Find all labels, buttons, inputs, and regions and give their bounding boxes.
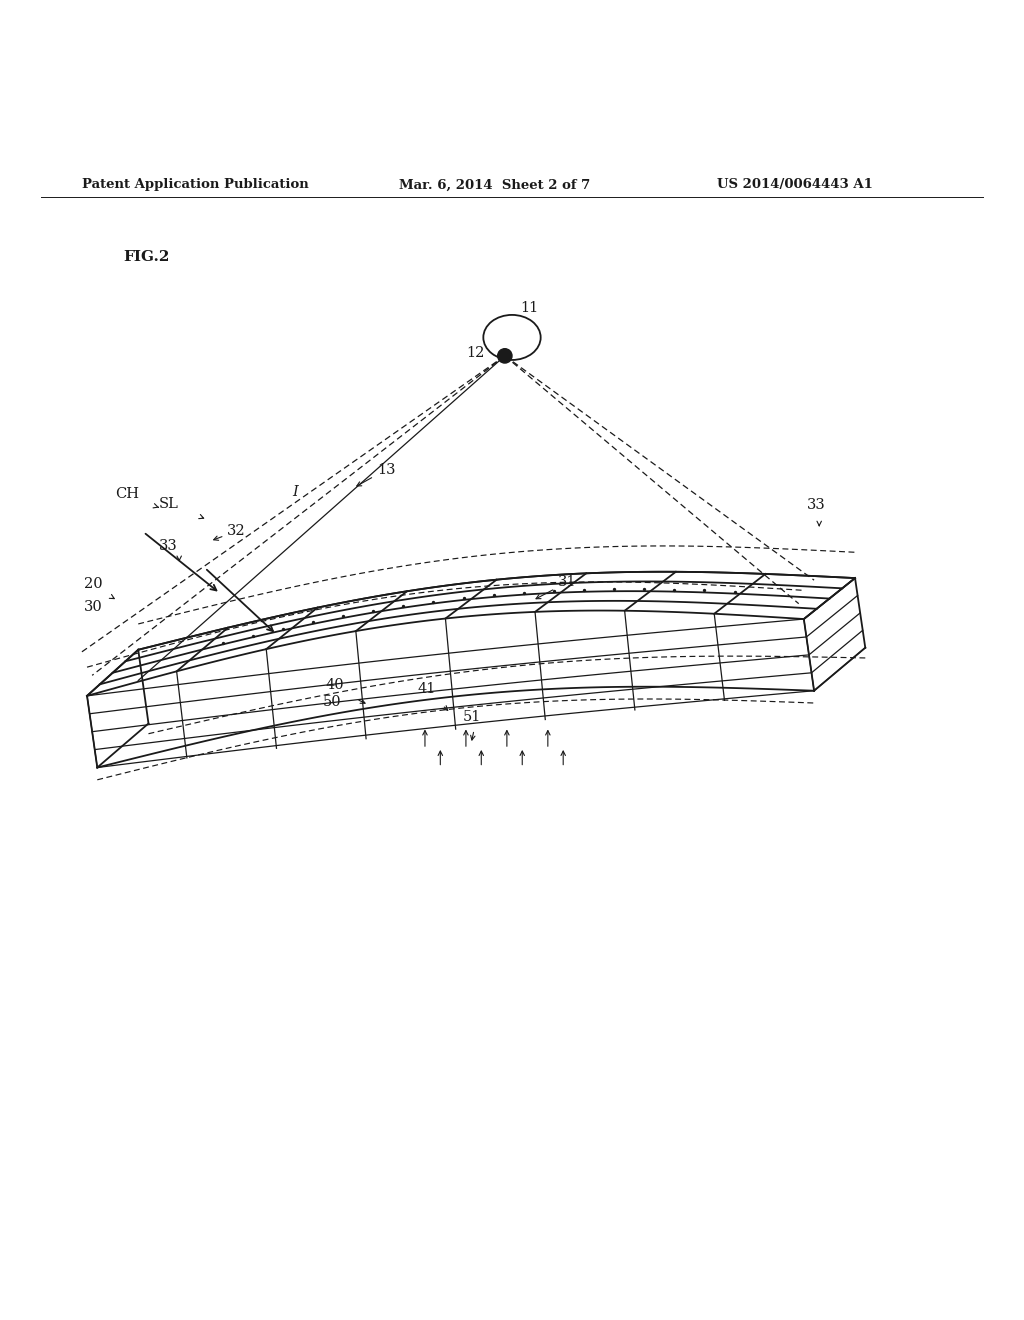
- Text: 30: 30: [84, 599, 102, 614]
- Text: 33: 33: [807, 499, 825, 512]
- Text: 40: 40: [326, 677, 344, 692]
- Text: FIG.2: FIG.2: [123, 249, 169, 264]
- Text: 33: 33: [159, 540, 177, 553]
- Text: SL: SL: [159, 498, 178, 511]
- Text: I: I: [292, 486, 298, 499]
- Text: 13: 13: [356, 462, 395, 486]
- Text: US 2014/0064443 A1: US 2014/0064443 A1: [717, 178, 872, 191]
- Text: 41: 41: [418, 681, 436, 696]
- Text: CH: CH: [115, 487, 138, 502]
- Text: 31: 31: [536, 576, 577, 599]
- Circle shape: [498, 348, 512, 363]
- Text: Patent Application Publication: Patent Application Publication: [82, 178, 308, 191]
- Text: 20: 20: [84, 577, 102, 591]
- Text: 32: 32: [214, 524, 246, 540]
- Text: 50: 50: [323, 696, 341, 709]
- Text: 11: 11: [520, 301, 539, 315]
- Text: 51: 51: [463, 710, 481, 725]
- Text: Mar. 6, 2014  Sheet 2 of 7: Mar. 6, 2014 Sheet 2 of 7: [399, 178, 591, 191]
- Text: 12: 12: [466, 346, 484, 360]
